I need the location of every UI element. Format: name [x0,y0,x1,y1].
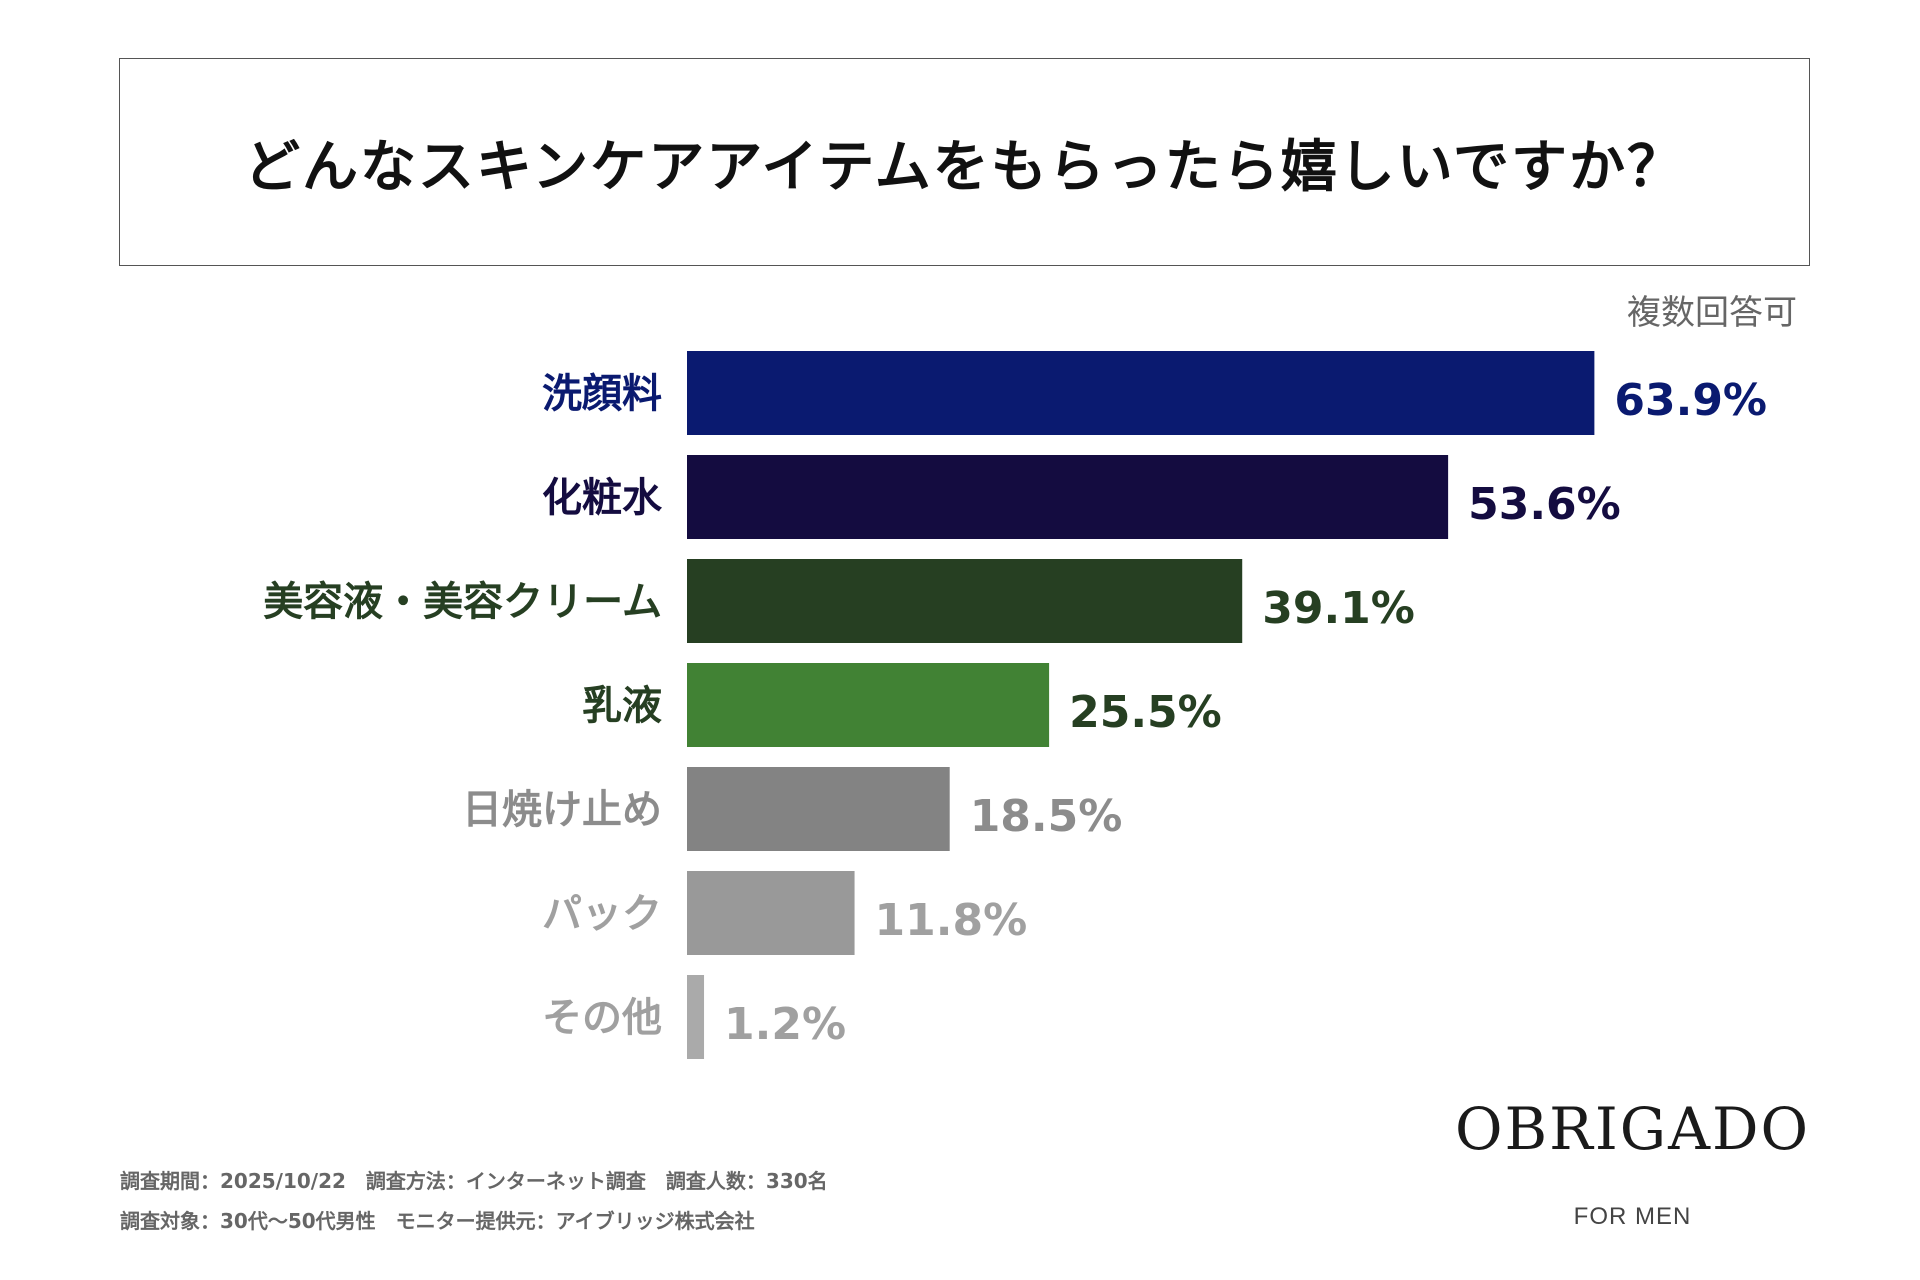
brand-subtitle: FOR MEN [1573,1203,1692,1230]
bar-3 [687,559,1243,643]
category-label-5: 日焼け止め [462,787,662,833]
title-box: どんなスキンケアアイテムをもらったら嬉しいですか？ [119,58,1810,266]
brand-logo: OBRIGADO [1454,1095,1811,1163]
value-label-4: 25.5% [1069,687,1222,738]
bar-7 [687,975,705,1059]
value-label-3: 39.1% [1262,583,1415,634]
value-label-2: 53.6% [1468,479,1621,530]
value-label-7: 1.2% [724,999,846,1050]
category-label-7: その他 [542,995,662,1041]
value-label-5: 18.5% [970,791,1123,842]
bar-6 [687,871,855,955]
category-label-6: パック [542,891,662,937]
value-label-6: 11.8% [875,895,1028,946]
category-label-4: 乳液 [582,683,662,729]
bar-4 [687,663,1050,747]
category-label-1: 洗顔料 [542,371,662,417]
multiple-answer-note: 複数回答可 [1627,293,1797,333]
category-label-2: 化粧水 [542,475,663,521]
bar-1 [687,351,1595,435]
survey-info-line2: 調査対象：30代〜50代男性 モニター提供元：アイブリッジ株式会社 [120,1209,755,1233]
category-label-3: 美容液・美容クリーム [263,579,662,625]
bar-2 [687,455,1449,539]
survey-info-line1: 調査期間：2025/10/22 調査方法：インターネット調査 調査人数：330名 [120,1169,828,1193]
bar-5 [687,767,950,851]
value-label-1: 63.9% [1614,375,1767,426]
chart-title: どんなスキンケアアイテムをもらったら嬉しいですか？ [243,134,1686,200]
